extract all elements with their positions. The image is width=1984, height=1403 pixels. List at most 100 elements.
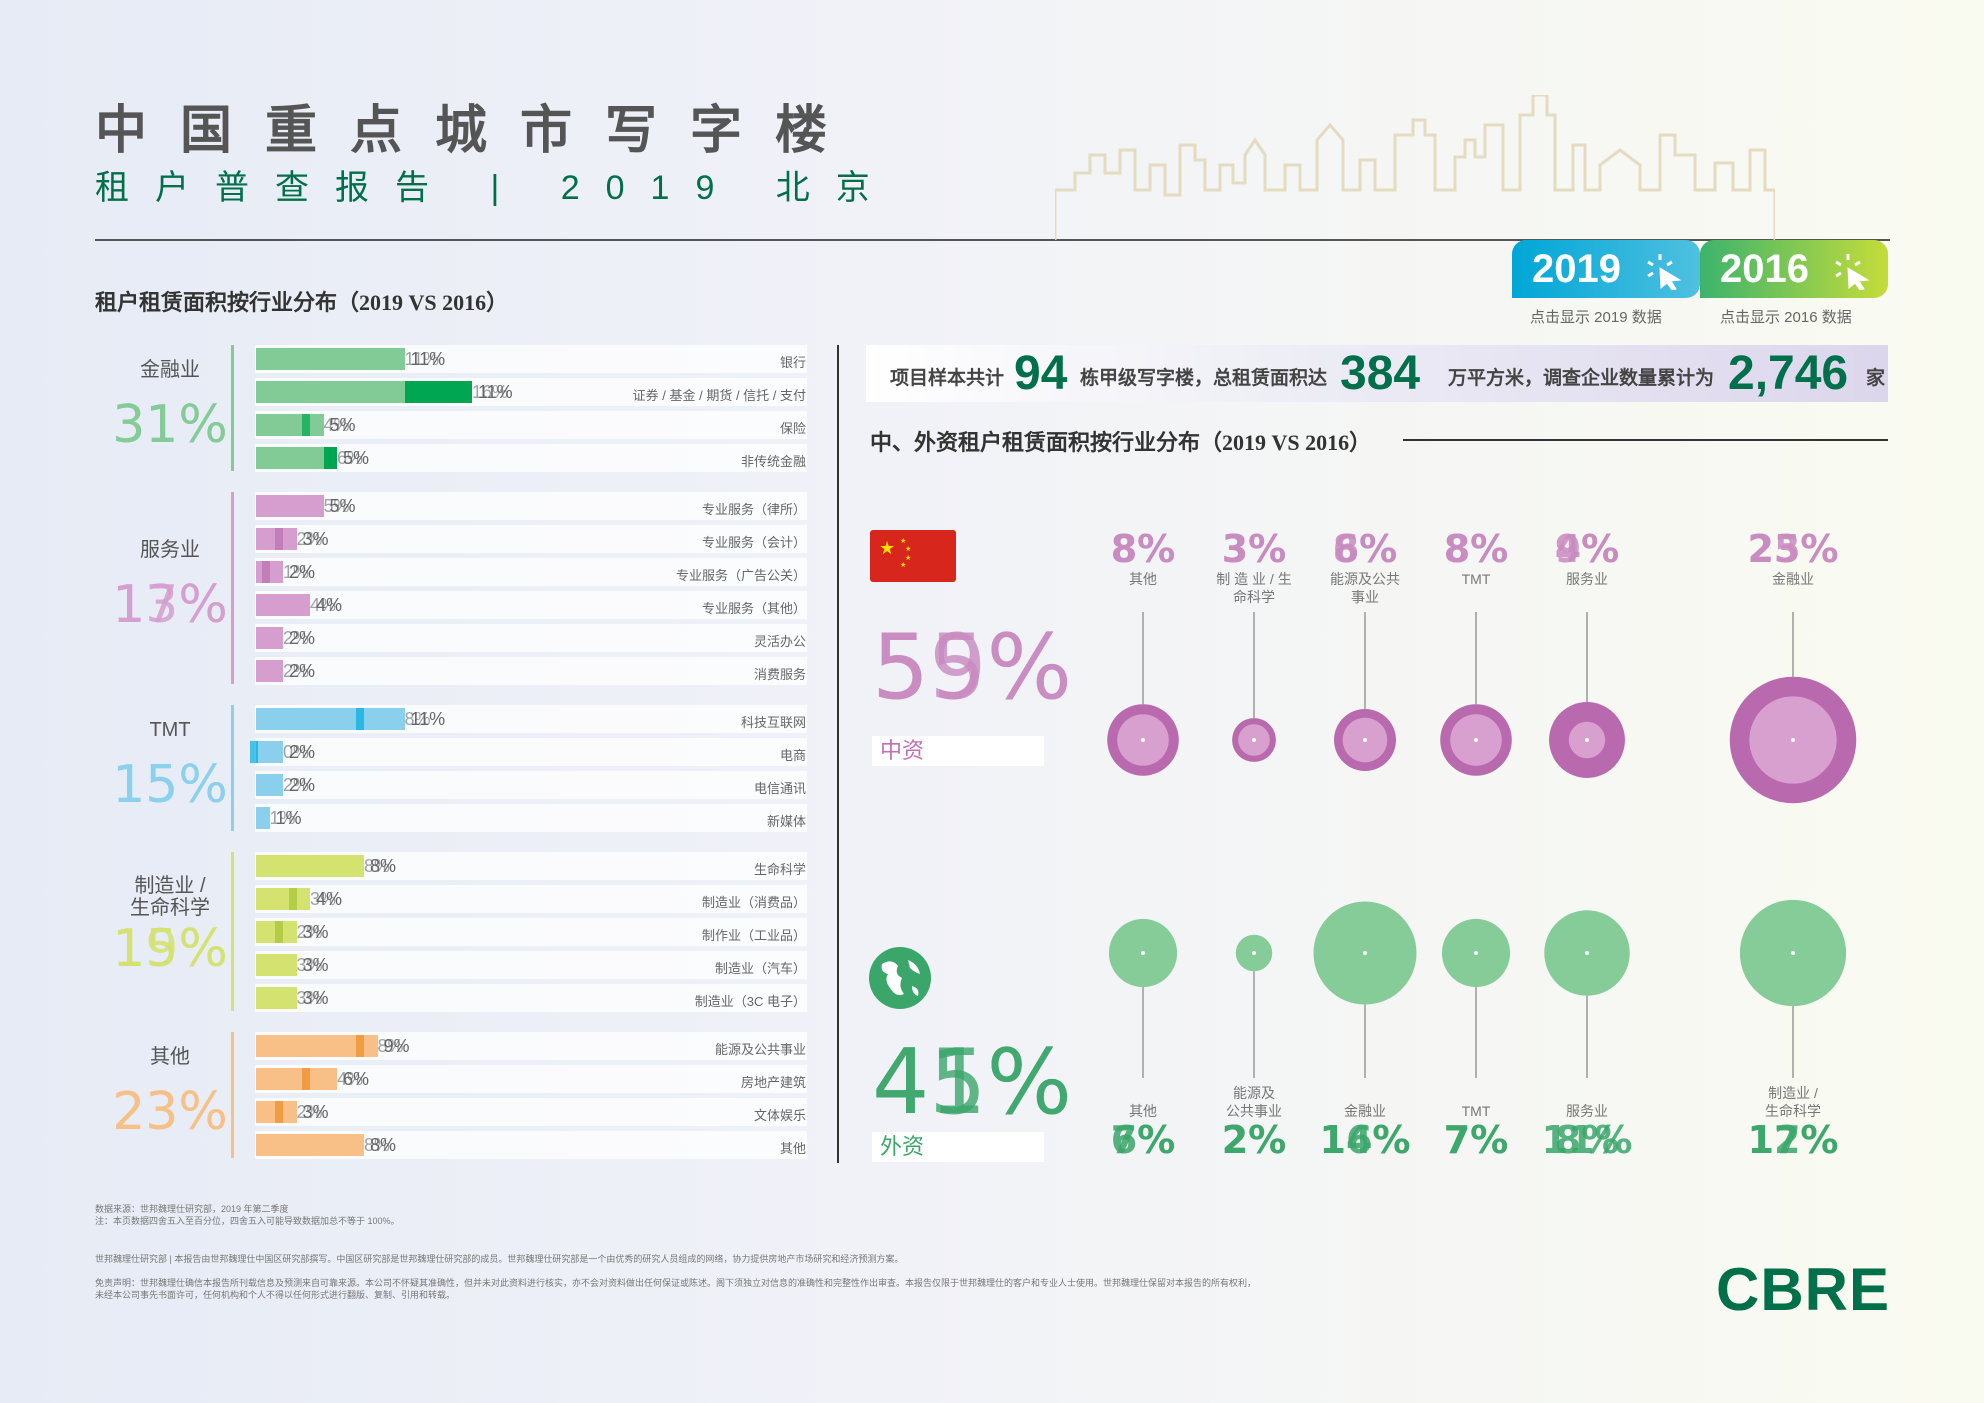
domestic-pct-2016: 8% — [1443, 527, 1509, 571]
value-2019: 5% — [343, 448, 370, 468]
industry-row — [255, 918, 807, 946]
domestic-pct-2019: 8% — [1443, 527, 1509, 571]
industry-label: 专业服务（其他） — [701, 601, 806, 616]
bar-2016-marker — [288, 888, 297, 910]
industry-label: 非传统金融 — [740, 454, 806, 469]
group-share-2016: 31% — [112, 395, 228, 455]
industry-row — [255, 591, 807, 619]
value-2019: 8% — [370, 1135, 397, 1155]
value-2019: 2% — [289, 742, 316, 762]
bar-2019 — [256, 1035, 378, 1057]
bar-2019 — [256, 594, 310, 616]
foreign-pct-2016: 14% — [1319, 1118, 1411, 1162]
bar-2019 — [256, 348, 405, 370]
group-share-2016: 15% — [112, 918, 228, 979]
bar-2016-extension — [404, 381, 472, 403]
show-2016-button[interactable]: 2016 — [1700, 240, 1888, 298]
footnote-about: 世邦魏理仕研究部 | 本报告由世邦魏理仕中国区研究部撰写。中国区研究部是世邦魏理… — [95, 1254, 904, 1264]
china-flag-icon: ★ ★ ★ ★ ★ — [870, 530, 956, 582]
value-2019: 11% — [410, 709, 446, 729]
svg-text:★: ★ — [905, 554, 911, 562]
group-rule — [231, 852, 234, 1011]
group-name: 服务业 — [140, 539, 200, 561]
cursor-click-icon — [1647, 254, 1682, 290]
foreign-pct-2019: 16% — [1319, 1118, 1411, 1162]
domestic-pct-2019: 25% — [1747, 527, 1839, 571]
industry-label: 房地产建筑 — [740, 1075, 806, 1090]
bubble-center-dot — [1474, 951, 1478, 955]
bar-2019 — [256, 495, 324, 517]
domestic-tag: 中资 — [872, 736, 1044, 766]
bar-2016-marker — [275, 1101, 283, 1123]
value-2016: 2% — [283, 661, 310, 681]
domestic-pct-2019: 3% — [1221, 527, 1287, 571]
value-2019: 3% — [302, 955, 329, 975]
industry-row — [255, 411, 807, 439]
foreign-pct-2019: 2% — [1221, 1118, 1287, 1162]
domestic-pct-2016: 23% — [1747, 527, 1839, 571]
industry-label: 制造业（3C 电子） — [694, 994, 806, 1009]
domestic-pct-2019: 8% — [1110, 527, 1176, 571]
industry-label: 其他 — [779, 1141, 806, 1156]
bubble-center-dot — [1585, 738, 1589, 742]
industry-row — [255, 804, 807, 832]
value-2019: 3% — [302, 529, 329, 549]
summary-text-4: 家 — [1866, 368, 1886, 389]
group-rule — [231, 345, 234, 471]
group-rule — [231, 492, 234, 684]
company-count: 2,746 — [1728, 347, 1849, 400]
bubble-center-dot — [1363, 738, 1367, 742]
foreign-industry-label: 能源及 公共事业 — [1226, 1085, 1282, 1119]
value-2016: 8% — [364, 1135, 391, 1155]
bubble-center-dot — [1791, 738, 1795, 742]
foreign-pct-2016: 6% — [1110, 1118, 1176, 1162]
industry-label: 电信通讯 — [753, 781, 806, 796]
foreign-pct-2016: 8% — [1554, 1118, 1620, 1162]
bubble-center-dot — [1585, 951, 1589, 955]
value-2016: 8% — [377, 1036, 404, 1056]
svg-text:★: ★ — [900, 537, 906, 545]
industry-label: 专业服务（会计） — [701, 535, 806, 550]
group-share-2019: 23% — [112, 1082, 228, 1142]
foreign-industry-label: TMT — [1461, 1103, 1491, 1119]
bar-2019 — [256, 774, 283, 796]
year-2016-label: 2016 — [1720, 247, 1809, 291]
industry-row — [255, 738, 807, 766]
industry-label: 灵活办公 — [753, 634, 806, 649]
bar-2019 — [256, 447, 324, 469]
caption-2019: 点击显示 2019 数据 — [1530, 309, 1662, 326]
industry-label: 制造业（汽车） — [714, 961, 806, 976]
industry-label: 文体娱乐 — [753, 1108, 806, 1123]
bubble-center-dot — [1141, 738, 1145, 742]
foreign-pct-2019: 12% — [1747, 1118, 1839, 1162]
industry-label: 保险 — [779, 421, 806, 436]
year-2019-label: 2019 — [1532, 247, 1621, 291]
footnote-disclaimer: 免责声明：世邦魏理仕确信本报告所刊载信息及预测来自可靠来源。本公司不怀疑其准确性… — [95, 1277, 1415, 1301]
group-name: TMT — [149, 719, 191, 741]
industry-row — [255, 492, 807, 520]
foreign-industry-label: 其他 — [1129, 1103, 1157, 1119]
industry-chart-title: 租户租赁面积按行业分布（2019 VS 2016） — [95, 290, 509, 315]
value-2016: 11% — [404, 349, 440, 369]
value-2019: 2% — [289, 562, 316, 582]
industry-label: 能源及公共事业 — [714, 1042, 806, 1057]
note-text: 注：本页数据四舍五入至百分位，四舍五入可能导致数据加总不等于 100%。 — [95, 1216, 400, 1226]
value-2016: 4% — [310, 595, 337, 615]
value-2016: 1% — [283, 562, 310, 582]
group-rule — [231, 705, 234, 831]
foreign-industry-label: 制造业 / 生命科学 — [1765, 1085, 1821, 1119]
value-2019: 1% — [275, 808, 302, 828]
industry-label: 电商 — [779, 748, 806, 763]
show-2019-button[interactable]: 2019 — [1512, 240, 1700, 298]
value-2019: 4% — [316, 595, 343, 615]
industry-label: 制造业（消费品） — [701, 895, 806, 910]
ownership-chart-title: 中、外资租户租赁面积按行业分布（2019 VS 2016） — [870, 430, 1372, 455]
industry-label: 专业服务（律所） — [701, 502, 806, 517]
value-2019: 2% — [289, 661, 316, 681]
industry-label: 生命科学 — [753, 862, 806, 877]
value-2019: 3% — [302, 1102, 329, 1122]
foreign-pct-2016: 2% — [1221, 1118, 1287, 1162]
value-2019: 9% — [383, 1036, 410, 1056]
domestic-share-2019: 59% — [872, 615, 1073, 720]
bar-2019 — [256, 660, 283, 682]
